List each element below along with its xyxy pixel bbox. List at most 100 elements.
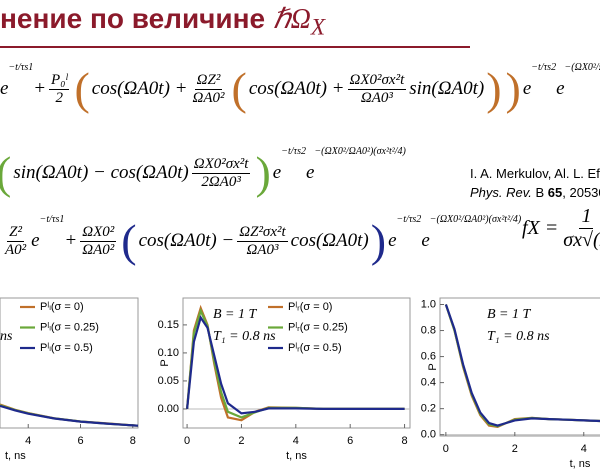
exponent: −(ΩX0²/ΩA0²)(σx²t²/4)	[429, 214, 522, 225]
denominator: ΩA0²	[192, 89, 225, 106]
eq-text: cos(ΩA0t) +	[248, 78, 345, 99]
series-line	[444, 304, 600, 428]
y-tick-label: 1.0	[421, 298, 436, 310]
y-tick-label: 0.0	[421, 429, 436, 441]
numerator: ΩZ²σx²t	[237, 223, 288, 242]
paren: )	[486, 63, 502, 114]
exponent: −(ΩX0²/ΩA0²)(σx²t²/4)	[564, 62, 600, 73]
equation: Z² A0² e −t/τs1 + ΩX0² ΩA0²(cos(ΩA0t) − ΩZ²σ…	[0, 214, 521, 264]
title-text: нение по величине	[0, 3, 273, 34]
y-tick-label: 0.15	[158, 319, 179, 331]
eq-text: cos(ΩA0t) −	[138, 230, 235, 251]
fraction: ΩZ²σx²t ΩA0³	[237, 223, 288, 259]
slide-title: нение по величине ℏΩX	[0, 2, 325, 42]
numerator: ΩX0²σx²t	[347, 71, 407, 90]
eq-text: sin(ΩA0t) − cos(ΩA0t)	[13, 162, 189, 183]
formula-num: 1	[579, 205, 594, 229]
x-tick-label: 6	[77, 435, 83, 447]
y-tick-label: 0.00	[158, 403, 179, 415]
fraction: ΩX0² ΩA0²	[80, 223, 117, 259]
eq-text: e	[272, 162, 282, 183]
denominator: ΩA0³	[360, 89, 393, 106]
eq-text: +	[33, 78, 47, 99]
x-axis-label: t, ns	[570, 458, 591, 470]
denominator: ΩA0²	[82, 241, 115, 258]
eq-text: +	[64, 230, 78, 251]
eq-text: e	[556, 78, 565, 99]
exponent: −t/τs2	[281, 146, 306, 157]
denominator: 2ΩA0³	[201, 173, 241, 190]
y-tick-label: 0.2	[421, 403, 436, 415]
legend-label: Pˡᵣ(σ = 0)	[288, 301, 332, 313]
fraction: ΩZ² ΩA0²	[190, 72, 226, 107]
annotation: T₁ = 0.8 ns	[213, 329, 276, 344]
eq-text: cos(ΩA0t)	[290, 230, 369, 251]
ref-pages: , 205309	[562, 185, 600, 200]
title-symbol: ℏΩ	[272, 4, 311, 35]
plot-frame	[0, 297, 139, 429]
series-line	[0, 403, 139, 427]
y-tick-label: 0.4	[421, 377, 436, 389]
numerator: Z²	[7, 223, 24, 242]
eq-text: sin(ΩA0t)	[409, 78, 485, 99]
x-tick-label: 0	[443, 443, 449, 455]
exponent: −t/τs2	[531, 62, 557, 73]
reference: I. A. Merkulov, Al. L. Efros Phys. Rev. …	[470, 164, 600, 202]
eq-text: cos(ΩA0t) +	[91, 78, 188, 99]
title-subscript: X	[310, 14, 326, 41]
series-line	[0, 404, 139, 427]
x-axis-label: t, ns	[5, 450, 26, 462]
x-tick-label: 6	[347, 435, 353, 447]
legend-label: Pˡₗ(σ = 0.25)	[40, 321, 99, 333]
fraction: P₀ˡ 2	[49, 71, 70, 107]
formula: fX = 1σx√(2	[522, 205, 600, 252]
y-tick-label: 0.8	[421, 324, 436, 336]
exponent: −(ΩX0²/ΩA0²)(σx²t²/4)	[314, 146, 406, 157]
series-line	[444, 304, 600, 429]
fraction: ΩX0²σx²t ΩA0³	[347, 71, 407, 107]
numerator: ΩX0²σx²t	[191, 155, 251, 174]
x-axis-label: t, ns	[286, 450, 307, 462]
paren: (	[74, 63, 90, 114]
eq-text: e	[31, 230, 40, 251]
x-tick-label: 0	[184, 435, 190, 447]
paren: (	[0, 150, 11, 196]
fraction: Z² A0²	[3, 224, 28, 259]
eq-text: e	[421, 230, 430, 251]
y-tick-label: 0.10	[158, 347, 179, 359]
formula-lhs: fX =	[522, 217, 559, 239]
legend-label: Pˡₗ(σ = 0.5)	[40, 342, 93, 354]
legend-label: Pˡₗ(σ = 0)	[40, 301, 84, 313]
denominator: 2	[55, 89, 64, 106]
denominator: ΩA0³	[246, 241, 279, 258]
title-rule	[0, 46, 470, 48]
series-line	[444, 304, 600, 427]
paren: )	[255, 147, 271, 198]
x-tick-label: 2	[238, 435, 244, 447]
x-tick-label: 4	[25, 435, 31, 447]
numerator: P₀ˡ	[49, 71, 70, 90]
fraction: ΩX0²σx²t 2ΩA0³	[191, 155, 251, 191]
ref-authors: I. A. Merkulov, Al. L. Efros	[470, 166, 600, 181]
x-tick-label: 4	[293, 435, 299, 447]
x-tick-label: 8	[402, 435, 408, 447]
annotation: B = 1 T	[487, 307, 531, 322]
annotation: B = 1 T	[213, 307, 257, 322]
equation: e −t/τs1 + P₀ˡ 2(cos(ΩA0t) + ΩZ² ΩA0²(cos(Ω…	[0, 62, 600, 114]
legend-label: Pˡᵣ(σ = 0.5)	[288, 342, 342, 354]
y-axis-label: P	[427, 363, 439, 370]
y-axis-label: P	[159, 359, 171, 366]
legend-label: Pˡᵣ(σ = 0.25)	[288, 321, 348, 333]
paren: (	[231, 63, 247, 114]
eq-text: e	[306, 162, 315, 183]
formula-den: σx√(2	[563, 229, 600, 251]
numerator: ΩX0²	[80, 223, 117, 242]
series-line	[0, 404, 139, 427]
y-tick-label: 0.05	[158, 375, 179, 387]
exponent: −t/τs1	[39, 214, 65, 225]
ref-volume: 65	[547, 185, 563, 200]
eq-text: e	[0, 78, 9, 99]
